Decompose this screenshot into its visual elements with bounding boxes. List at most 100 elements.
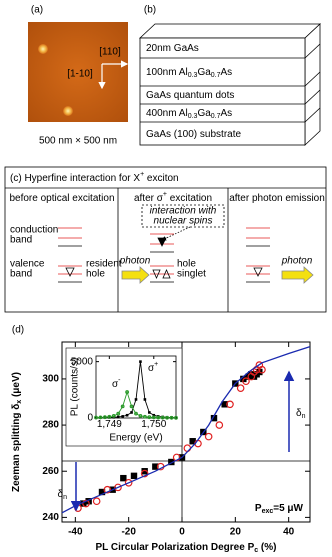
data-point (103, 485, 112, 494)
delta-label: δn (296, 408, 306, 421)
y-tick-label: 260 (42, 466, 59, 477)
y-axis-label-part: Zeeman splitting δ (11, 404, 22, 492)
data-point (242, 377, 250, 386)
layer-label-part: 0.3 (188, 113, 198, 120)
column-header-part: + (163, 191, 167, 198)
afm-image (28, 22, 129, 122)
layer-label-part: GaAs quantum dots (146, 90, 234, 101)
layer-label-part: As (221, 108, 233, 119)
column-header-part: after photon emission (229, 193, 325, 204)
x-axis-label-part: (%) (258, 542, 276, 553)
data-point (204, 432, 213, 441)
data-point (140, 469, 149, 478)
delta-label-part: δ (58, 489, 64, 500)
y-tick-label: 0 (87, 413, 93, 424)
data-point (160, 415, 165, 420)
layer-label-part: 20nm GaAs (146, 43, 199, 54)
layer-stack (138, 23, 322, 146)
data-point (94, 416, 98, 420)
layer-label-part: 100nm Al (146, 67, 188, 78)
layer-label-part: GaAs (100) substrate (146, 129, 241, 140)
data-point (108, 416, 111, 419)
data-point (236, 384, 245, 392)
x-tick-label: 20 (230, 527, 242, 538)
data-point (151, 415, 156, 420)
data-point (169, 415, 174, 420)
column-header: before optical excitation (9, 193, 114, 204)
delta-label-part: δ (296, 408, 302, 419)
power-label-part: =5 μW (273, 503, 303, 514)
x-tick-label: 1,750 (141, 419, 166, 430)
layer-label: 20nm GaAs (146, 43, 199, 54)
inset-frame (95, 355, 177, 419)
data-point (134, 411, 138, 416)
layer-label-part: Ga (197, 67, 211, 78)
panel-label: (a) (31, 5, 43, 16)
data-point (98, 415, 103, 420)
x-tick-label: -20 (121, 527, 136, 538)
fit-curve (61, 345, 311, 514)
data-point (152, 463, 159, 470)
scale-caption: 500 nm × 500 nm (39, 136, 117, 147)
inset-background (65, 347, 183, 447)
scheme-title-part: (c) Hyperfine interaction for X (10, 173, 140, 184)
direction-label: [1-10] (67, 69, 93, 80)
y-tick-label: 5000 (71, 356, 94, 367)
scheme-label: nuclear spins (154, 216, 213, 227)
data-point (143, 398, 147, 401)
data-point (189, 438, 196, 445)
data-point (148, 411, 151, 414)
spectrum-label: σ+ (148, 361, 158, 373)
data-point (141, 468, 148, 475)
data-point (130, 472, 138, 480)
data-point (226, 400, 234, 409)
data-point (156, 415, 161, 420)
spectrum-label-part: - (118, 377, 121, 384)
spectrum-label-part: + (154, 361, 158, 368)
x-tick-label: 1,749 (97, 419, 122, 430)
data-point (114, 483, 122, 492)
panel-label: (d) (12, 325, 24, 336)
data-point (82, 499, 90, 508)
y-axis-label-part: x (16, 400, 23, 404)
direction-label: [110] (99, 47, 121, 58)
data-point (210, 414, 218, 422)
scheme-label: singlet (177, 269, 206, 280)
y-axis-label: Zeeman splitting δx (μeV) (11, 372, 24, 492)
data-point (152, 413, 156, 417)
photon-label: photon (281, 256, 313, 267)
scheme-title-part: exciton (144, 173, 178, 184)
layer-label-part: Ga (197, 108, 211, 119)
data-point (139, 360, 142, 363)
data-point (134, 398, 138, 401)
data-point (121, 415, 124, 418)
layer-label: GaAs quantum dots (146, 90, 234, 101)
layer-label-part: 0.7 (211, 113, 221, 120)
spectrum-label-part: σ (148, 363, 155, 374)
data-point (138, 413, 143, 418)
x-axis-label: PL Circular Polarization Degree Pc (%) (95, 542, 276, 555)
data-point (124, 478, 133, 487)
data-point (174, 415, 178, 420)
layer-label-part: 0.3 (188, 72, 198, 79)
delta-label-part: n (63, 494, 67, 501)
spectrum-label: σ- (112, 377, 121, 389)
x-axis-label: Energy (eV) (109, 433, 162, 444)
y-tick-label: 240 (42, 512, 59, 523)
scheme-label: interaction with (150, 206, 217, 217)
data-point (130, 411, 133, 414)
column-header-part: before optical excitation (9, 193, 114, 204)
data-point (107, 414, 112, 419)
photon-label: photon (119, 256, 151, 267)
x-axis-label-part: PL Circular Polarization Degree P (95, 542, 254, 553)
power-label-part: exc (262, 508, 274, 515)
layer-label: 100nm Al0.3Ga0.7As (146, 67, 232, 80)
column-header-part: excitation (167, 193, 212, 204)
spectrum-label-part: σ (112, 379, 119, 390)
scheme-label: band (10, 235, 32, 246)
column-header: after σ+ excitation (134, 191, 212, 203)
layer-label: GaAs (100) substrate (146, 129, 241, 140)
layer-label-part: 0.7 (211, 72, 221, 79)
